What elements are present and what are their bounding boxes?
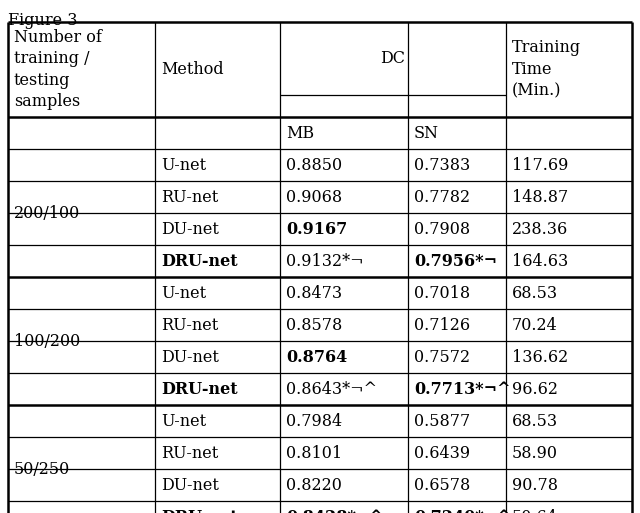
Text: 58.90: 58.90 — [512, 444, 558, 462]
Text: 0.7782: 0.7782 — [414, 188, 470, 206]
Text: 0.8101: 0.8101 — [286, 444, 342, 462]
Text: 100/200: 100/200 — [14, 332, 80, 349]
Text: 200/100: 200/100 — [14, 205, 80, 222]
Text: 0.7126: 0.7126 — [414, 317, 470, 333]
Text: 0.8473: 0.8473 — [286, 285, 342, 302]
Text: DU-net: DU-net — [161, 348, 219, 365]
Text: 148.87: 148.87 — [512, 188, 568, 206]
Text: MB: MB — [286, 125, 314, 142]
Text: 0.7956*¬: 0.7956*¬ — [414, 252, 497, 269]
Text: 0.8764: 0.8764 — [286, 348, 348, 365]
Text: Figure 3: Figure 3 — [8, 12, 77, 29]
Text: SN: SN — [414, 125, 439, 142]
Text: RU-net: RU-net — [161, 188, 218, 206]
Text: 68.53: 68.53 — [512, 412, 558, 429]
Text: U-net: U-net — [161, 156, 206, 173]
Text: 0.9068: 0.9068 — [286, 188, 342, 206]
Text: 0.8428*¬^: 0.8428*¬^ — [286, 508, 383, 513]
Text: U-net: U-net — [161, 412, 206, 429]
Text: 50.64: 50.64 — [512, 508, 558, 513]
Text: 0.9132*¬: 0.9132*¬ — [286, 252, 364, 269]
Text: RU-net: RU-net — [161, 444, 218, 462]
Text: DU-net: DU-net — [161, 477, 219, 494]
Text: 0.8850: 0.8850 — [286, 156, 342, 173]
Text: 0.7984: 0.7984 — [286, 412, 342, 429]
Text: U-net: U-net — [161, 285, 206, 302]
Text: 0.7240*¬^: 0.7240*¬^ — [414, 508, 511, 513]
Text: 0.7908: 0.7908 — [414, 221, 470, 238]
Text: 0.8578: 0.8578 — [286, 317, 342, 333]
Text: DU-net: DU-net — [161, 221, 219, 238]
Text: Method: Method — [161, 61, 223, 78]
Text: 164.63: 164.63 — [512, 252, 568, 269]
Text: 96.62: 96.62 — [512, 381, 558, 398]
Text: 0.9167: 0.9167 — [286, 221, 348, 238]
Text: 238.36: 238.36 — [512, 221, 568, 238]
Text: 136.62: 136.62 — [512, 348, 568, 365]
Text: 0.7018: 0.7018 — [414, 285, 470, 302]
Text: 0.6439: 0.6439 — [414, 444, 470, 462]
Text: 0.7572: 0.7572 — [414, 348, 470, 365]
Text: DRU-net: DRU-net — [161, 508, 237, 513]
Text: 0.8220: 0.8220 — [286, 477, 342, 494]
Text: 0.7713*¬^: 0.7713*¬^ — [414, 381, 511, 398]
Text: 0.5877: 0.5877 — [414, 412, 470, 429]
Text: Number of
training /
testing
samples: Number of training / testing samples — [14, 29, 102, 110]
Text: 0.8643*¬^: 0.8643*¬^ — [286, 381, 377, 398]
Text: 70.24: 70.24 — [512, 317, 557, 333]
Text: RU-net: RU-net — [161, 317, 218, 333]
Text: Training
Time
(Min.): Training Time (Min.) — [512, 40, 581, 100]
Text: DRU-net: DRU-net — [161, 252, 237, 269]
Text: DC: DC — [381, 50, 406, 67]
Text: 68.53: 68.53 — [512, 285, 558, 302]
Text: 50/250: 50/250 — [14, 461, 70, 478]
Text: 117.69: 117.69 — [512, 156, 568, 173]
Text: DRU-net: DRU-net — [161, 381, 237, 398]
Text: 0.7383: 0.7383 — [414, 156, 470, 173]
Text: 0.6578: 0.6578 — [414, 477, 470, 494]
Text: 90.78: 90.78 — [512, 477, 558, 494]
